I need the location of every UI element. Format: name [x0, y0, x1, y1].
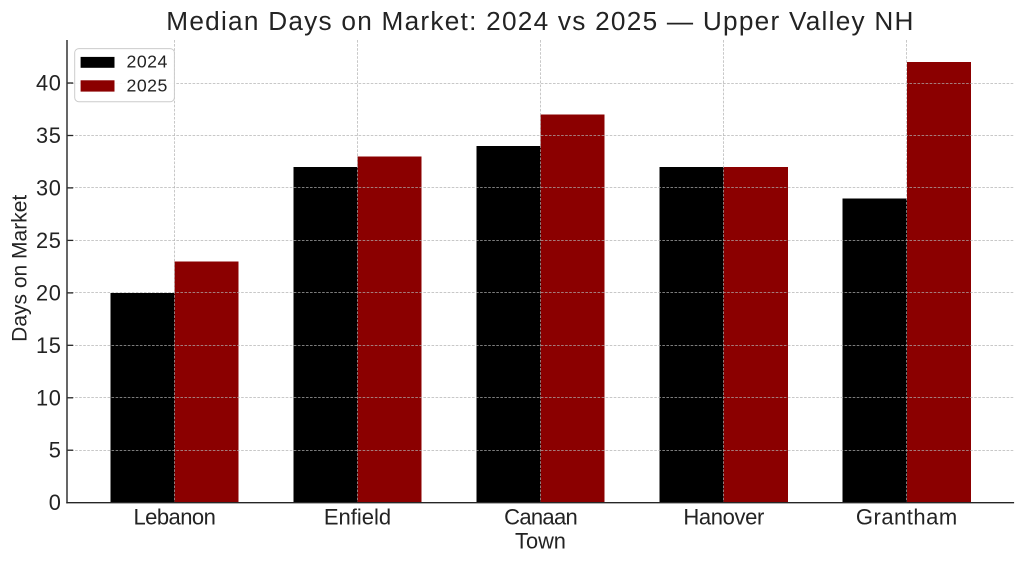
svg-text:10: 10 — [36, 385, 61, 410]
svg-text:Town: Town — [515, 529, 566, 554]
svg-text:15: 15 — [36, 333, 61, 358]
svg-text:35: 35 — [36, 123, 61, 148]
svg-text:25: 25 — [36, 228, 61, 253]
svg-text:30: 30 — [36, 175, 61, 200]
svg-text:5: 5 — [49, 438, 62, 463]
svg-text:Hanover: Hanover — [683, 504, 764, 529]
svg-text:Canaan: Canaan — [504, 504, 577, 529]
svg-text:Enfield: Enfield — [324, 504, 391, 529]
svg-text:2024: 2024 — [127, 52, 168, 72]
svg-text:0: 0 — [49, 490, 62, 515]
svg-text:2025: 2025 — [127, 76, 168, 96]
svg-text:Lebanon: Lebanon — [133, 504, 215, 529]
svg-text:20: 20 — [36, 280, 61, 305]
svg-text:Grantham: Grantham — [856, 504, 958, 529]
svg-text:40: 40 — [36, 71, 61, 96]
svg-text:Days on Market: Days on Market — [9, 195, 32, 342]
svg-text:Median Days on Market: 2024 vs: Median Days on Market: 2024 vs 2025 — Up… — [166, 6, 914, 36]
